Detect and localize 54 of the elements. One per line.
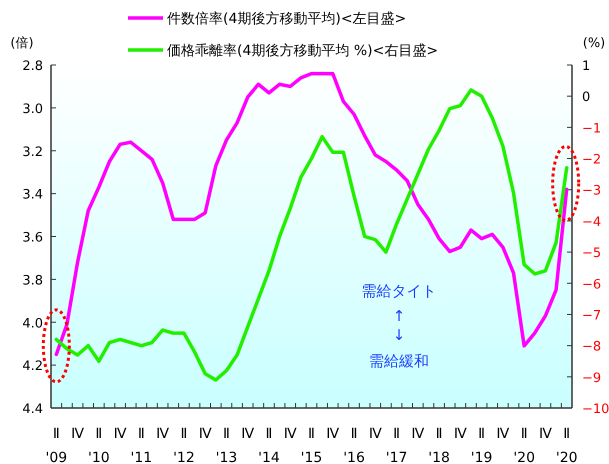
y-tick-label: 3.6	[22, 230, 43, 246]
x-tick-label: Ⅳ	[454, 426, 467, 442]
y-tick-label: 3.2	[22, 144, 43, 160]
x-tick-label: Ⅱ '10	[88, 426, 110, 464]
x-tick-label: Ⅱ '13	[216, 426, 238, 464]
x-tick-label: Ⅳ	[241, 426, 254, 442]
y-tick-label: 4.2	[22, 359, 43, 374]
y2-tick-label: −4	[582, 214, 602, 230]
x-tick-label: Ⅳ	[368, 426, 382, 442]
annotation: 需給タイト	[362, 282, 436, 300]
x-tick-label: Ⅱ '09	[45, 426, 68, 464]
annotation: ↓	[392, 326, 406, 344]
x-tick-label: Ⅱ '16	[343, 426, 365, 464]
x-tick-label: Ⅳ	[284, 426, 297, 442]
y-tick-label: 3.0	[22, 102, 43, 117]
x-tick-label: Ⅳ	[538, 426, 552, 442]
annotation: ↑	[392, 307, 406, 325]
y-tick-label: 3.8	[22, 273, 43, 288]
y2-tick-label: −10	[582, 402, 609, 417]
x-tick-label: Ⅱ '14	[258, 426, 280, 464]
x-tick-label: Ⅳ	[411, 426, 424, 442]
x-tick-label: Ⅱ '20	[513, 426, 535, 464]
y2-tick-label: −2	[582, 152, 602, 168]
y-tick-label: 4.4	[22, 402, 43, 417]
y2-tick-label: −8	[582, 340, 602, 355]
y2-axis-title: (%)	[582, 36, 606, 51]
y2-tick-label: −1	[582, 121, 602, 136]
x-tick-label: Ⅱ '20	[556, 426, 578, 464]
y2-tick-label: −9	[582, 370, 602, 386]
x-tick-label: Ⅱ '11	[130, 426, 152, 464]
y2-tick-label: 0	[582, 90, 590, 106]
x-tick-label: Ⅳ	[71, 426, 84, 442]
annotation: 需給緩和	[369, 352, 429, 370]
y2-tick-label: −6	[582, 277, 602, 292]
y-axis-title: (倍)	[10, 36, 34, 51]
x-tick-label: Ⅳ	[326, 426, 340, 442]
x-tick-label: Ⅳ	[156, 426, 170, 442]
y2-tick-label: −3	[582, 184, 602, 199]
x-tick-label: Ⅳ	[496, 426, 510, 442]
y2-tick-label: 1	[582, 59, 590, 74]
x-tick-label: Ⅳ	[114, 426, 127, 442]
x-tick-label: Ⅱ '18	[428, 426, 450, 464]
y2-tick-label: −7	[582, 308, 602, 324]
y2-tick-label: −5	[582, 246, 602, 262]
x-tick-label: Ⅱ '15	[300, 426, 322, 464]
x-tick-label: Ⅱ '17	[386, 426, 408, 464]
x-tick-label: Ⅳ	[198, 426, 212, 442]
y-tick-label: 4.0	[22, 316, 43, 332]
legend-label: 価格乖離率(4期後方移動平均 %)<右目盛>	[167, 43, 438, 59]
x-tick-label: Ⅱ '19	[470, 426, 492, 464]
y-tick-label: 2.8	[22, 59, 43, 74]
y-tick-label: 3.4	[22, 188, 43, 203]
x-tick-label: Ⅱ '12	[173, 426, 195, 464]
legend-label: 件数倍率(4期後方移動平均)<左目盛>	[167, 11, 406, 27]
